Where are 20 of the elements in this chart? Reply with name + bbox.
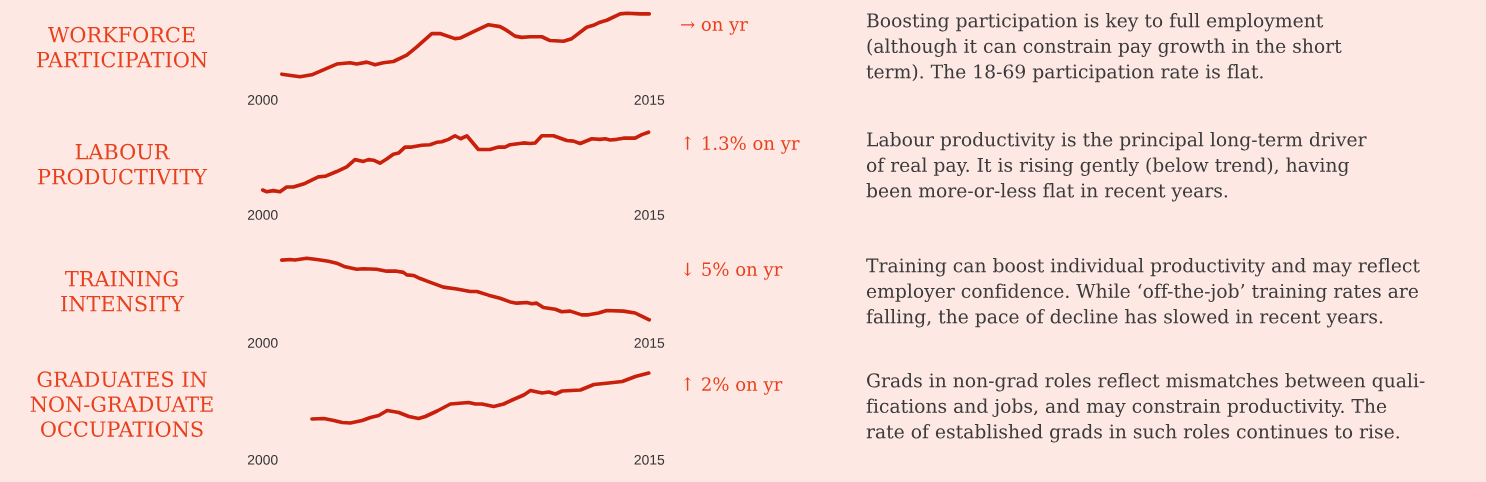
text: Labour productivity is the principal long-term driver of real pay. It is rising gently (below trend), having been more-or-less flat in recent years. <box>866 132 1367 202</box>
x-tick-label: 2015 <box>634 95 665 105</box>
text: TRAINING INTENSITY <box>61 270 185 312</box>
x-tick-label: 2015 <box>634 210 665 220</box>
x-tick-label: 2000 <box>247 95 278 105</box>
text: Boosting participation is key to full employment (although it can constrain pay growth in the short term). The 18-69 participation rate is flat. <box>866 13 1342 83</box>
text: Grads in non-grad roles reflect mismatches between quali- fications and jobs, and may constrain productivity. The rate of established grads in such roles continues to rise. <box>866 373 1425 443</box>
text: Training can boost individual productivity and may reflect employer confidence. While ‘off-the-job’ training rates are falling, the pace of decline has slowed in recent years. <box>866 258 1420 328</box>
text: GRADUATES IN NON-GRADUATE OCCUPATIONS <box>30 371 213 437</box>
text: ↓ 5% on yr <box>683 262 783 280</box>
text: → on yr <box>681 21 748 35</box>
text: ↑ 1.3% on yr <box>683 136 800 154</box>
x-tick-label: 2000 <box>247 338 278 348</box>
text: ↑ 2% on yr <box>683 377 783 395</box>
text: WORKFORCE PARTICIPATION <box>37 26 208 68</box>
x-tick-label: 2015 <box>634 454 665 465</box>
x-tick-label: 2000 <box>247 454 278 465</box>
text: LABOUR PRODUCTIVITY <box>38 143 208 185</box>
x-tick-label: 2015 <box>634 338 665 348</box>
x-tick-label: 2000 <box>247 210 278 220</box>
